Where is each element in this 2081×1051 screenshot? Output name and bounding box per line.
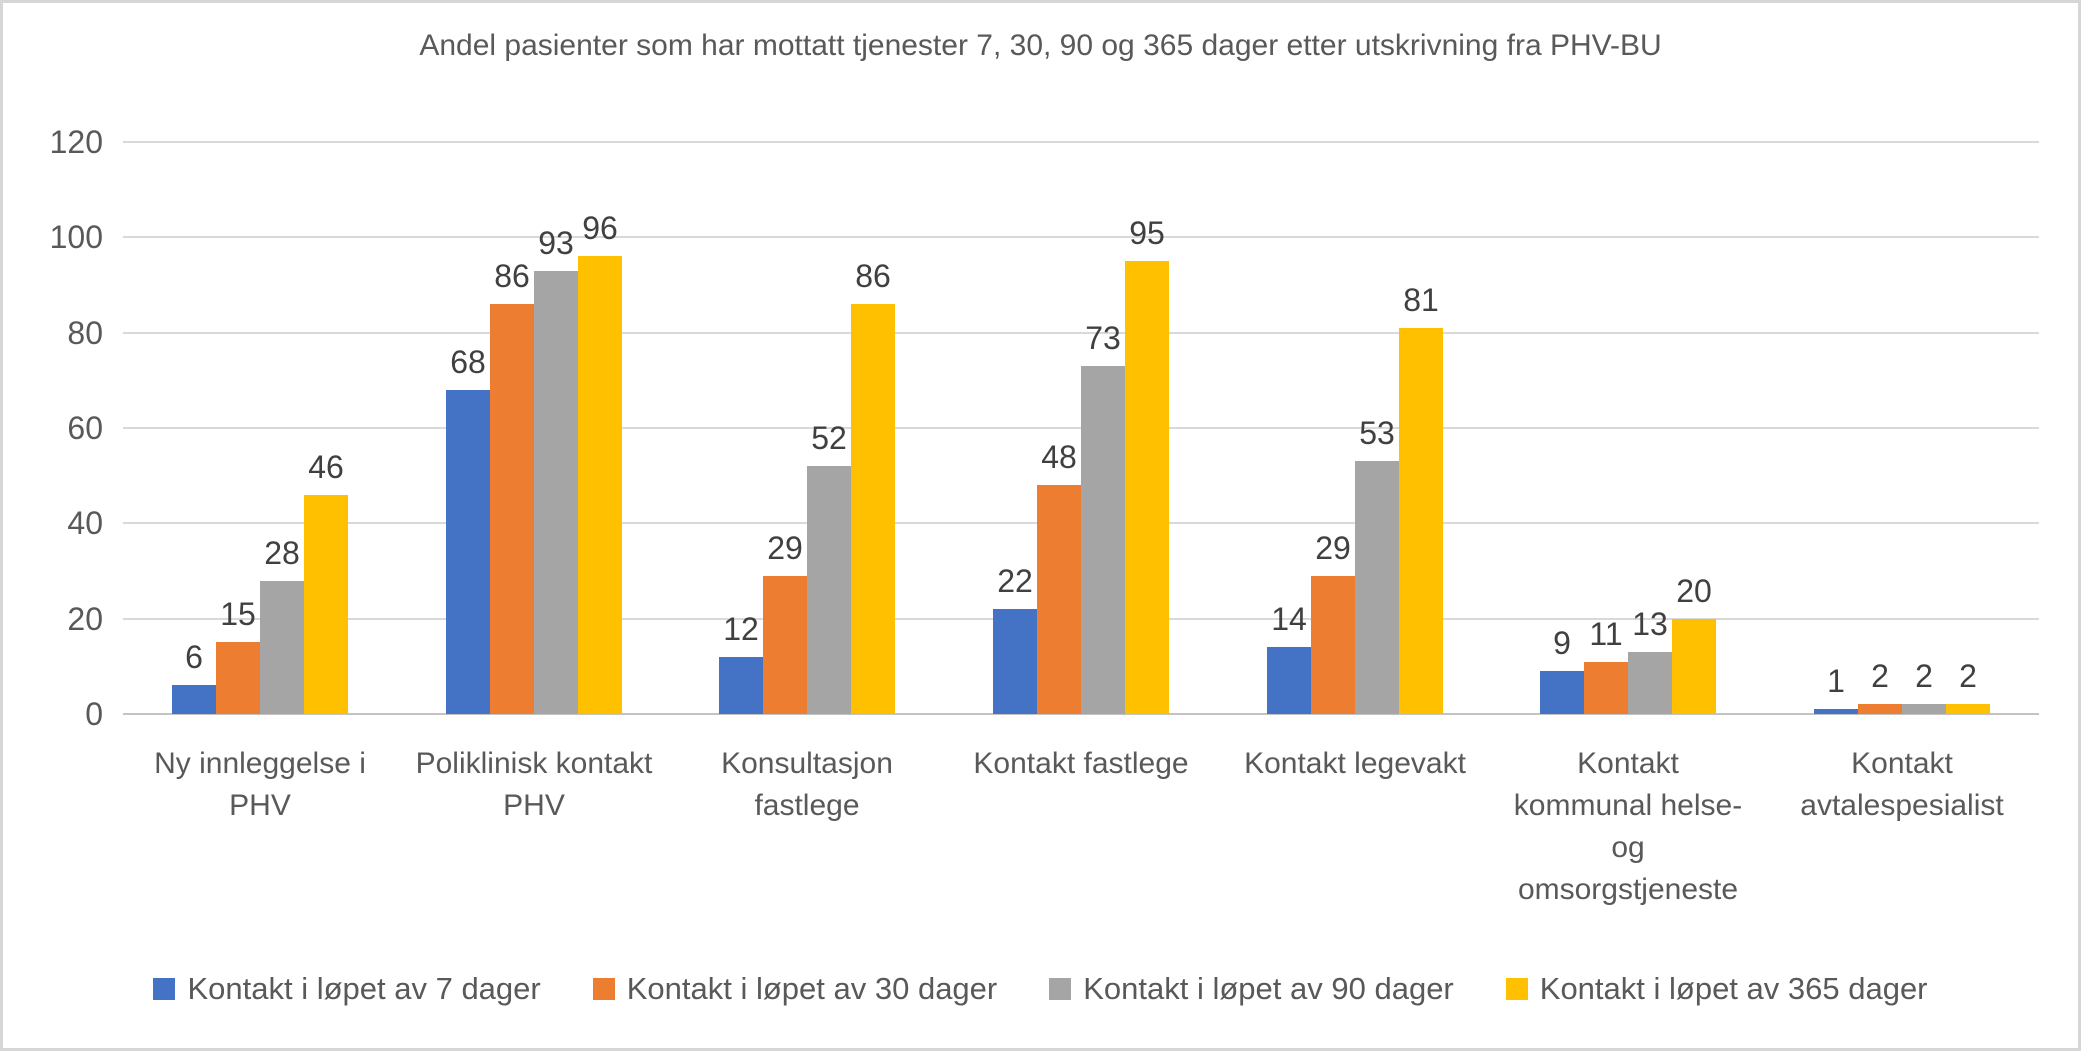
bar-value-label: 11 [1589,616,1623,652]
bar [1902,704,1946,714]
bar-value-label: 2 [1959,658,1977,694]
gridline-100 [123,236,2039,238]
bar [763,576,807,714]
y-tick-label: 80 [67,315,103,351]
legend-item: Kontakt i løpet av 30 dager [592,971,998,1007]
bar [534,271,578,714]
legend-swatch-icon [153,978,176,1000]
legend-label: Kontakt i løpet av 90 dager [1083,971,1454,1006]
bar [1267,647,1311,714]
bar [1858,704,1902,714]
bar-value-label: 1 [1827,663,1845,699]
bar [1311,576,1355,714]
bar [1355,461,1399,714]
bar-value-label: 96 [582,210,618,246]
x-category-label: Kontakt avtalespesialist [1800,747,2004,822]
legend-swatch-icon [1505,978,1528,1000]
bar [490,304,534,714]
bar [1672,619,1716,714]
y-tick-label: 0 [85,696,103,732]
bar-value-label: 15 [220,596,256,632]
bar-value-label: 14 [1271,601,1307,637]
bar-value-label: 6 [185,639,203,675]
bar [1814,709,1858,714]
y-tick-label: 120 [49,124,103,160]
legend: Kontakt i løpet av 7 dager Kontakt i løpe… [3,971,2078,1007]
bar [1399,328,1443,714]
bar [1081,366,1125,714]
bar-value-label: 93 [538,225,574,261]
bar-value-label: 46 [308,449,344,485]
bar [851,304,895,714]
bar [1037,485,1081,714]
x-category-label: Poliklinisk kontakt PHV [415,747,653,822]
bar-value-label: 86 [855,258,891,294]
bar-value-label: 53 [1359,415,1395,451]
bar-value-label: 81 [1403,282,1439,318]
bar-value-label: 22 [997,563,1033,599]
legend-item: Kontakt i løpet av 365 dager [1505,971,1928,1007]
bar-value-label: 52 [811,420,847,456]
gridline-120 [123,141,2039,143]
bar-value-label: 29 [767,530,803,566]
bar [993,609,1037,714]
bar-value-label: 29 [1315,530,1351,566]
bar [1628,652,1672,714]
bar-value-label: 12 [723,611,759,647]
x-category-label: Konsultasjon fastlege [721,747,893,822]
legend-item: Kontakt i løpet av 7 dager [153,971,541,1007]
legend-swatch-icon [1049,978,1072,1000]
bar [304,495,348,714]
y-tick-label: 40 [67,505,103,541]
bar [172,685,216,714]
x-category-label: Ny innleggelse i PHV [154,747,366,822]
bar-value-label: 86 [494,258,530,294]
bar [1946,704,1990,714]
bar-value-label: 2 [1915,658,1933,694]
legend-swatch-icon [592,978,615,1000]
bar [446,390,490,714]
bar [1540,671,1584,714]
bar [260,581,304,714]
y-tick-label: 100 [49,219,103,255]
bar-value-label: 9 [1553,625,1571,661]
chart-title: Andel pasienter som har mottatt tjeneste… [419,29,1662,62]
y-tick-label: 60 [67,410,103,446]
y-tick-label: 20 [67,601,103,637]
gridline-0 [123,713,2039,715]
bar [1584,662,1628,714]
legend-label: Kontakt i løpet av 30 dager [626,971,998,1006]
bar-value-label: 20 [1676,573,1712,609]
bar [807,466,851,714]
legend-label: Kontakt i løpet av 7 dager [187,971,541,1006]
x-category-label: Kontakt legevakt [1244,747,1466,780]
bar-value-label: 13 [1632,606,1668,642]
legend-item: Kontakt i løpet av 90 dager [1049,971,1454,1007]
bar-value-label: 95 [1129,215,1165,251]
bar [578,256,622,714]
gridline-80 [123,332,2039,334]
legend-label: Kontakt i løpet av 365 dager [1539,971,1928,1006]
bar-value-label: 48 [1041,439,1077,475]
bar-value-label: 68 [450,344,486,380]
x-category-label: Kontakt kommunal helse- og omsorgstjenes… [1513,747,1743,906]
bar [216,642,260,714]
x-category-label: Kontakt fastlege [973,747,1189,780]
bar-value-label: 28 [264,535,300,571]
bar-value-label: 73 [1085,320,1121,356]
bar [719,657,763,714]
bar-value-label: 2 [1871,658,1889,694]
bar [1125,261,1169,714]
